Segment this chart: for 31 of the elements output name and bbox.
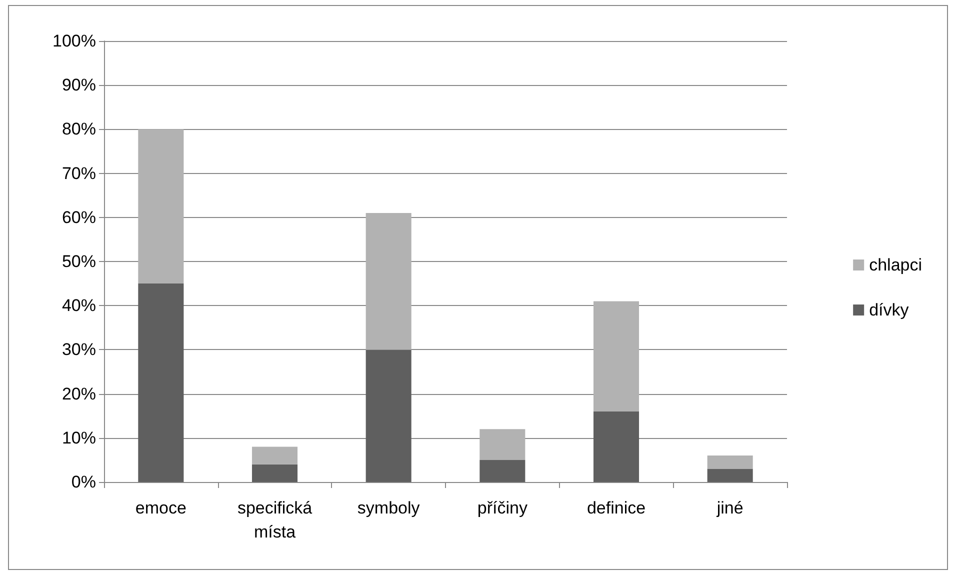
bar [593, 301, 640, 412]
y-tick-label: 90% [62, 76, 96, 95]
x-tick-label: definice [586, 498, 646, 518]
x-tick-label: jiné [716, 498, 744, 518]
bar [480, 460, 526, 482]
legend-label: dívky [869, 300, 910, 320]
y-tick-label: 50% [62, 252, 96, 271]
bar [593, 411, 640, 482]
bar [707, 456, 753, 469]
x-tick-label: příčiny [477, 498, 528, 518]
y-tick-label: 100% [52, 32, 96, 50]
bar [252, 464, 298, 482]
bar [707, 468, 753, 482]
y-tick-label: 10% [62, 428, 96, 448]
y-tick-label: 40% [62, 296, 96, 316]
bar [480, 429, 526, 460]
bar [366, 212, 412, 350]
legend-label: chlapci [869, 256, 922, 274]
y-tick-label: 30% [62, 340, 96, 360]
x-tick-label: symboly [357, 498, 420, 518]
y-tick-label: 70% [62, 164, 96, 183]
bar [366, 350, 412, 482]
y-tick-label: 0% [71, 472, 96, 492]
y-tick-label: 60% [62, 208, 96, 227]
bar [252, 446, 298, 464]
bar [138, 284, 184, 482]
bar [138, 129, 184, 284]
x-tick-label: emoce [135, 498, 186, 518]
y-tick-label: 20% [62, 384, 96, 404]
x-tick-label: specifická místa [237, 498, 313, 542]
y-tick-label: 80% [62, 120, 96, 139]
